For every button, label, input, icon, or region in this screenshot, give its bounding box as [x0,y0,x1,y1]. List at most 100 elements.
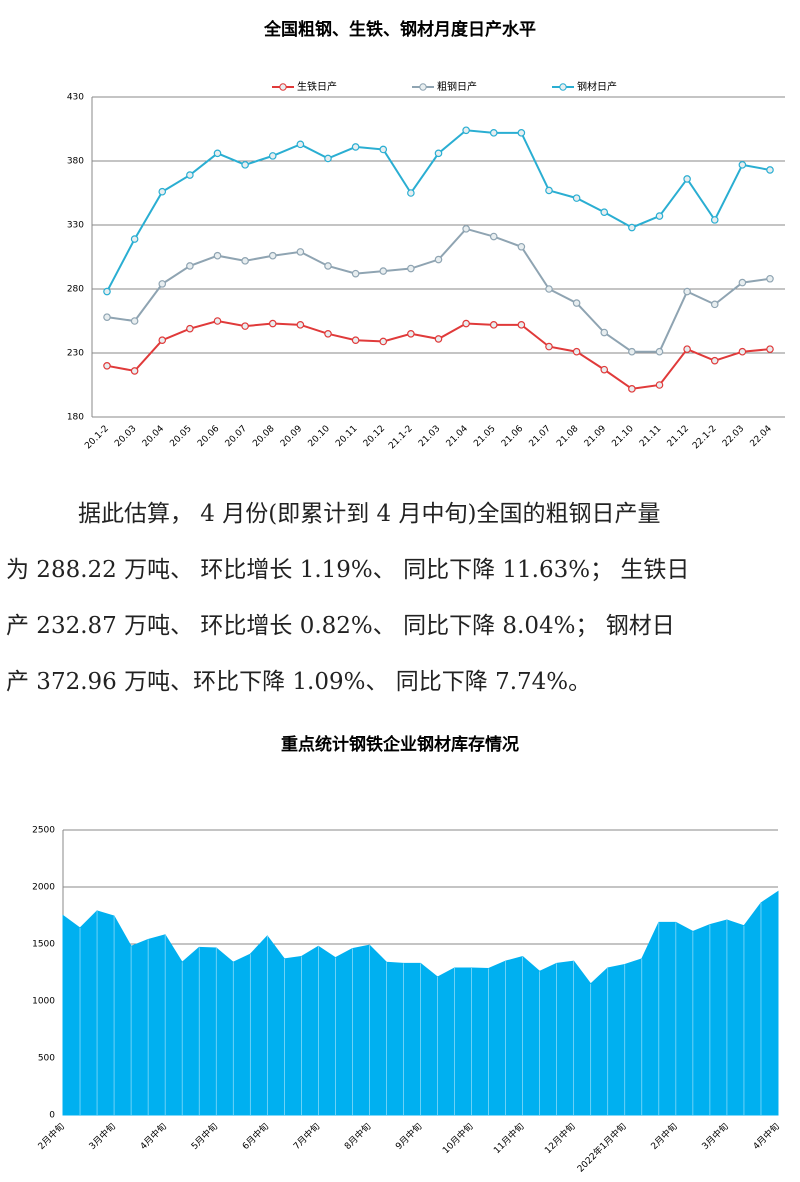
point [379,337,388,346]
point [103,361,111,370]
point [572,347,581,356]
legend-marker [559,83,567,91]
point [683,345,691,353]
point [628,223,636,232]
point [489,129,498,137]
point [434,255,443,264]
point [268,319,277,328]
point [351,336,360,345]
point [241,161,249,169]
point [738,161,747,169]
x-tick-label: 11月中旬 [491,1120,527,1156]
y-tick-label: 430 [67,93,84,103]
point [683,175,691,183]
point [268,251,277,260]
x-tick-label: 20.12 [362,424,387,449]
y-tick-label: 0 [49,1111,55,1121]
point [407,189,415,197]
x-tick-label: 20.08 [251,424,276,449]
point [766,274,774,283]
x-tick-label: 21.08 [555,424,580,449]
point [103,313,111,321]
point [462,126,470,135]
point [379,267,388,275]
x-tick-label: 2022年1月中旬 [574,1120,628,1174]
y-tick-label: 330 [67,221,84,231]
point [462,225,470,233]
point [186,324,194,333]
y-tick-label: 2500 [32,826,55,836]
point [407,264,415,273]
x-tick-label: 20.10 [307,424,332,449]
x-tick-label: 21.12 [666,424,691,449]
point [710,356,719,365]
x-tick-label: 5月中旬 [188,1120,220,1152]
x-tick-label: 21.06 [500,424,525,449]
point [517,129,526,137]
x-tick-label: 20.1-2 [83,424,111,452]
point [655,347,664,356]
point [296,248,305,256]
paragraph-line: 据此估算， 4 月份(即累计到 4 月中旬)全国的粗钢日产量 [78,501,660,527]
series-line [106,227,771,353]
point [738,347,747,356]
point [103,287,111,296]
x-tick-label: 20.09 [279,424,304,449]
x-tick-label: 4月中旬 [137,1120,169,1152]
x-tick-label: 2月中旬 [35,1120,67,1152]
x-tick-label: 20.11 [334,424,359,449]
x-tick-label: 9月中旬 [393,1120,425,1152]
point [655,381,664,389]
point [407,329,415,338]
y-tick-label: 500 [38,1054,55,1064]
point [766,166,774,174]
point [600,208,609,217]
x-tick-label: 21.07 [528,424,553,449]
point [572,299,581,307]
legend-label: 粗钢日产 [437,80,477,93]
x-tick-label: 8月中旬 [342,1120,374,1152]
point [766,345,774,353]
x-tick-label: 20.05 [168,424,193,449]
point [158,280,167,288]
point [545,342,553,351]
point [296,140,305,149]
x-tick-label: 22.1-2 [691,424,719,452]
point [600,365,609,374]
point [268,152,277,160]
point [545,186,553,195]
point [600,328,609,337]
point [710,300,719,309]
x-tick-label: 12月中旬 [542,1120,578,1156]
x-tick-label: 3月中旬 [699,1120,731,1152]
legend-marker [419,83,427,91]
x-tick-label: 21.05 [472,424,497,449]
y-tick-label: 230 [67,349,84,359]
point [186,171,194,179]
point [462,319,470,328]
paragraph-line: 产 372.96 万吨、环比下降 1.09%、 同比下降 7.74%。 [6,669,591,695]
point [489,232,498,241]
x-tick-label: 6月中旬 [240,1120,272,1152]
point [130,235,139,243]
paragraph-line: 产 232.87 万吨、 环比增长 0.82%、 同比下降 8.04%； 钢材日 [6,613,675,639]
x-tick-label: 20.03 [113,424,138,449]
y-tick-label: 380 [67,157,84,167]
point [628,385,636,393]
legend-label: 生铁日产 [297,80,337,93]
point [213,317,222,325]
point [489,321,498,329]
x-tick-label: 21.10 [610,424,635,449]
legend-marker [279,83,287,91]
x-tick-label: 22.03 [721,424,746,449]
point [158,187,167,196]
point [213,149,222,158]
point [517,242,526,251]
point [434,335,443,343]
x-tick-label: 20.06 [196,424,221,449]
x-tick-label: 7月中旬 [291,1120,323,1152]
point [324,262,332,270]
point [572,194,581,202]
point [130,317,139,325]
